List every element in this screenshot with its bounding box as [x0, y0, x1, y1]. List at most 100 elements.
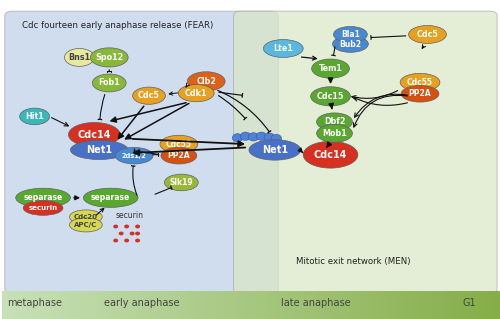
Bar	[380, 291, 382, 319]
Bar	[349, 291, 351, 319]
Bar	[395, 291, 398, 319]
Bar	[72, 291, 74, 319]
Bar	[78, 291, 80, 319]
Bar	[196, 291, 198, 319]
Bar	[377, 291, 379, 319]
Ellipse shape	[334, 26, 368, 42]
Bar	[218, 291, 220, 319]
Bar	[30, 291, 32, 319]
Ellipse shape	[400, 73, 440, 91]
Bar	[241, 291, 243, 319]
Bar	[478, 291, 480, 319]
Bar	[385, 291, 388, 319]
Bar	[480, 291, 482, 319]
Bar	[397, 291, 399, 319]
Bar	[90, 291, 92, 319]
Bar	[27, 291, 30, 319]
Bar	[426, 291, 429, 319]
Text: Net1: Net1	[86, 145, 113, 155]
Bar	[84, 291, 86, 319]
Bar	[231, 291, 233, 319]
Text: Net1: Net1	[262, 145, 288, 155]
Bar	[6, 291, 8, 319]
Bar	[407, 291, 409, 319]
Ellipse shape	[132, 87, 166, 104]
Bar	[462, 291, 464, 319]
Bar	[266, 291, 268, 319]
Ellipse shape	[124, 239, 129, 242]
Bar	[493, 291, 495, 319]
Text: Slk19: Slk19	[170, 178, 193, 187]
Bar	[294, 291, 296, 319]
Bar	[410, 291, 412, 319]
Bar	[132, 291, 134, 319]
Ellipse shape	[271, 134, 281, 143]
Bar	[474, 291, 477, 319]
Bar	[298, 291, 300, 319]
Bar	[384, 291, 386, 319]
Bar	[12, 291, 14, 319]
Bar	[284, 291, 286, 319]
Bar	[216, 291, 218, 319]
Bar	[173, 291, 175, 319]
Bar	[498, 291, 500, 319]
Bar	[24, 291, 26, 319]
Bar	[36, 291, 38, 319]
Bar	[319, 291, 321, 319]
Bar	[292, 291, 294, 319]
Bar	[438, 291, 440, 319]
Bar	[484, 291, 487, 319]
Bar	[213, 291, 215, 319]
Bar	[9, 291, 11, 319]
Ellipse shape	[240, 132, 250, 140]
Bar	[14, 291, 16, 319]
Bar	[337, 291, 340, 319]
Bar	[220, 291, 222, 319]
Text: Cdc55: Cdc55	[166, 140, 192, 149]
Bar	[126, 291, 129, 319]
Text: Hit1: Hit1	[26, 112, 44, 121]
Bar	[414, 291, 416, 319]
Bar	[299, 291, 301, 319]
Bar	[34, 291, 36, 319]
Bar	[405, 291, 407, 319]
Bar	[105, 291, 107, 319]
Bar	[268, 291, 270, 319]
Text: Mob1: Mob1	[322, 129, 347, 138]
Bar	[260, 291, 262, 319]
Bar	[115, 291, 117, 319]
Bar	[92, 291, 94, 319]
Bar	[261, 291, 263, 319]
Bar	[236, 291, 238, 319]
Ellipse shape	[64, 48, 94, 66]
Ellipse shape	[164, 174, 198, 191]
Bar	[176, 291, 178, 319]
Bar	[170, 291, 172, 319]
Text: Spo12: Spo12	[95, 53, 124, 62]
Bar	[476, 291, 478, 319]
Ellipse shape	[310, 87, 350, 106]
Bar	[367, 291, 369, 319]
Bar	[203, 291, 205, 319]
Bar	[108, 291, 110, 319]
Ellipse shape	[70, 218, 102, 232]
Bar	[248, 291, 250, 319]
Bar	[281, 291, 283, 319]
Text: separase: separase	[24, 193, 62, 202]
Bar	[70, 291, 72, 319]
Bar	[142, 291, 144, 319]
Ellipse shape	[84, 188, 138, 207]
Bar	[110, 291, 112, 319]
Bar	[198, 291, 200, 319]
Bar	[362, 291, 364, 319]
Bar	[16, 291, 18, 319]
Bar	[465, 291, 467, 319]
Bar	[206, 291, 208, 319]
Bar	[47, 291, 49, 319]
Bar	[106, 291, 109, 319]
Bar	[44, 291, 46, 319]
Bar	[97, 291, 99, 319]
Bar	[290, 291, 293, 319]
Bar	[366, 291, 368, 319]
Bar	[17, 291, 20, 319]
